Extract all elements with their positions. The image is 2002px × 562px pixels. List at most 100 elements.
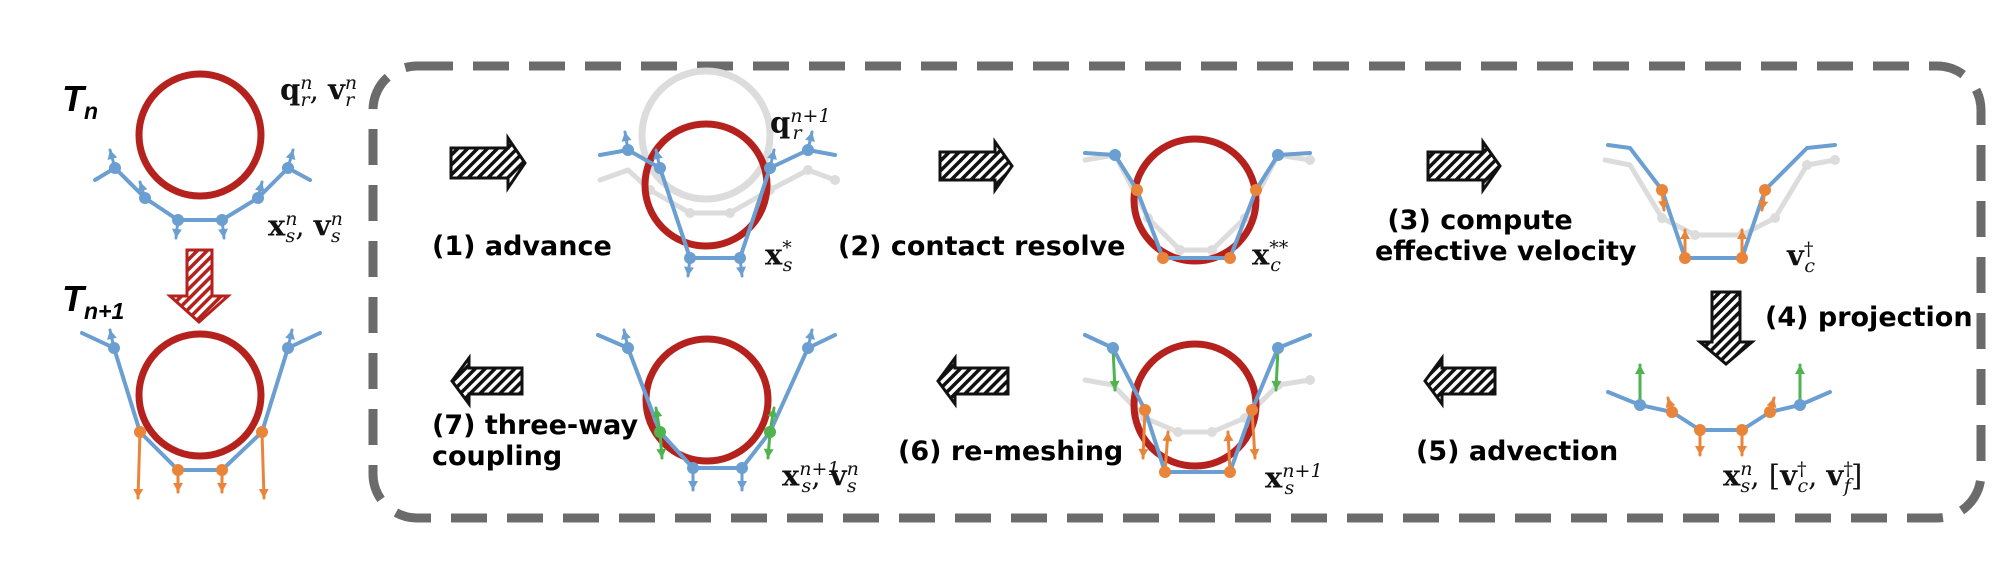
velocity-arrow-head — [285, 150, 296, 161]
ghost-vertex — [685, 208, 695, 218]
ghost-sheet — [597, 167, 838, 216]
label-vc-dagger: v†c — [1787, 238, 1816, 278]
sheet-mesh — [596, 333, 837, 470]
sheet-vertex — [282, 162, 294, 174]
ghost-vertex — [1305, 375, 1315, 385]
figure-effective-velocity — [1602, 143, 1840, 264]
sheet-mesh — [93, 166, 312, 222]
step1-arrow — [449, 133, 527, 193]
velocity-arrow-head — [1665, 398, 1676, 409]
contact-vertex — [1246, 404, 1258, 416]
contact-vertex — [1131, 184, 1143, 196]
ghost-vertex — [1830, 155, 1840, 165]
contact-vertex — [1250, 184, 1262, 196]
ghost-vertex — [1802, 160, 1812, 170]
label-qn-vn: qnr, vnr — [280, 72, 358, 112]
velocity-arrow-head — [1695, 446, 1705, 455]
stage-after-T: T — [62, 278, 84, 319]
figure-tn — [93, 70, 312, 240]
velocity-arrow-head — [218, 228, 228, 238]
sheet-vertex — [109, 162, 121, 174]
sheet-vertex — [1794, 399, 1806, 411]
ghost-vertex — [1770, 213, 1780, 223]
pipeline-frame — [368, 61, 1986, 523]
stage-after-sub: n+1 — [84, 298, 125, 325]
sheet-vertex — [1107, 342, 1119, 354]
sheet-mesh — [1083, 151, 1312, 260]
sheet-vertex — [108, 342, 120, 354]
contact-vertex — [256, 426, 268, 438]
velocity-arrow-head — [621, 132, 632, 142]
velocity-arrow-head — [1271, 380, 1282, 390]
velocity-arrow-head — [1737, 446, 1747, 455]
figure-advance — [597, 67, 840, 278]
velocity-arrow-head — [107, 150, 118, 161]
stage-before-T: T — [62, 78, 84, 119]
velocity-arrow-head — [173, 483, 183, 492]
contact-vertex — [1764, 406, 1776, 418]
ghost-circle — [638, 67, 774, 203]
rigid-circle — [135, 70, 265, 200]
ghost-vertex — [1657, 213, 1667, 223]
ghost-vertex — [725, 208, 735, 218]
velocity-arrow-head — [1249, 448, 1260, 458]
label-xs-vs-remesh: xn+1s, vns — [782, 458, 859, 498]
velocity-arrow — [260, 430, 266, 500]
sheet-mesh — [598, 148, 837, 260]
sheet-vertex — [1109, 149, 1121, 161]
sheet-vertex — [622, 342, 634, 354]
label-xs-n1-adv: xn+1s — [1265, 460, 1323, 500]
figure-tn1 — [80, 328, 322, 500]
step-label-5: (5) advection — [1416, 436, 1619, 467]
step-label-7-line2: coupling — [432, 441, 563, 472]
rigid-circle — [641, 120, 771, 250]
ghost-vertex — [1175, 245, 1185, 255]
velocity-arrow-head — [1138, 448, 1149, 458]
sheet-vertex — [1272, 342, 1284, 354]
sheet-vertex — [684, 252, 696, 264]
step-label-3: (3) compute effective velocity — [1375, 205, 1637, 267]
velocity-arrow-head — [656, 448, 667, 458]
velocity-arrow-head — [763, 448, 774, 458]
figure-advection — [1082, 333, 1315, 478]
label-xc-dstar: x**c — [1252, 237, 1289, 277]
figure-contact — [1082, 135, 1315, 265]
velocity-arrow-head — [653, 150, 663, 160]
step-label-1: (1) advance — [432, 231, 612, 262]
step-label-7-line1: (7) three-way — [432, 410, 639, 441]
velocity-arrow-head — [1795, 365, 1805, 374]
velocity-arrow-head — [254, 182, 265, 192]
velocity-arrow-head — [1766, 398, 1777, 409]
label-xs-vc-vf: xns, [v†c, v†f] — [1723, 458, 1863, 498]
step-label-3-line2: effective velocity — [1375, 236, 1637, 267]
velocity-arrow-head — [285, 330, 295, 340]
velocity-arrow-head — [767, 150, 777, 160]
sheet-mesh — [80, 331, 322, 472]
sheet-vertex — [282, 342, 294, 354]
contact-vertex — [172, 464, 184, 476]
step-label-2: (2) contact resolve — [838, 231, 1126, 262]
sheet-vertex — [734, 252, 746, 264]
step7-arrow — [450, 353, 524, 409]
contact-vertex — [1666, 406, 1678, 418]
step4-arrow — [1695, 290, 1757, 366]
sheet-vertex — [622, 144, 634, 156]
velocity-arrow-head — [258, 488, 269, 498]
label-xs-star: x*s — [765, 237, 793, 277]
sheet-mesh — [1083, 333, 1312, 474]
contact-vertex — [216, 464, 228, 476]
sheet-vertex — [172, 214, 184, 226]
sheet-vertex — [139, 192, 151, 204]
contact-vertex — [1139, 404, 1151, 416]
velocity-arrow-head — [737, 481, 747, 490]
step-label-3-line1: (3) compute — [1387, 205, 1573, 236]
sheet-vertex — [252, 192, 264, 204]
velocity-arrow-head — [621, 330, 631, 340]
velocity-arrow-head — [805, 330, 815, 340]
sheet-vertex — [216, 214, 228, 226]
label-qr-n1: qn+1r — [770, 105, 831, 145]
contact-vertex — [1759, 184, 1771, 196]
contact-vertex — [1224, 252, 1236, 264]
velocity-arrow-head — [133, 488, 144, 498]
step3-arrow — [1426, 137, 1502, 195]
